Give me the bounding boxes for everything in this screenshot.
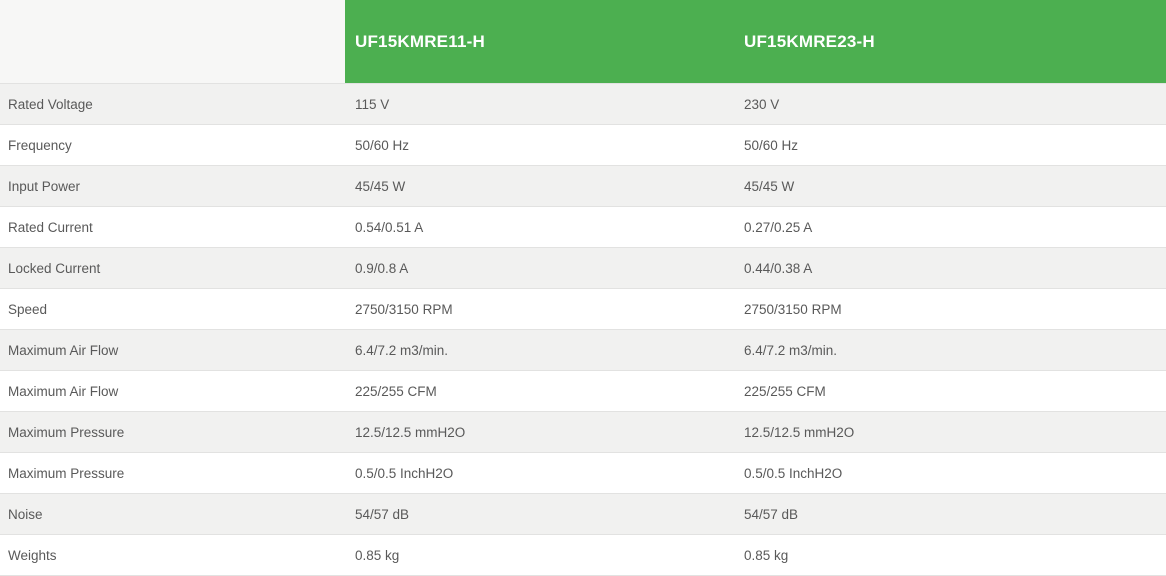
header-corner-cell bbox=[0, 0, 345, 83]
spec-value-model-1: 225/255 CFM bbox=[355, 383, 437, 399]
table-row: Locked Current 0.9/0.8 A 0.44/0.38 A bbox=[0, 247, 1166, 288]
spec-label: Maximum Pressure bbox=[8, 424, 125, 440]
spec-value-model-1: 54/57 dB bbox=[355, 506, 410, 522]
spec-label: Input Power bbox=[8, 178, 81, 194]
spec-value-model-2: 6.4/7.2 m3/min. bbox=[744, 342, 838, 358]
spec-value-model-1: 50/60 Hz bbox=[355, 137, 410, 153]
spec-value-model-1: 2750/3150 RPM bbox=[355, 301, 453, 317]
spec-value-model-2: 50/60 Hz bbox=[744, 137, 799, 153]
spec-value-model-2: 0.44/0.38 A bbox=[744, 260, 813, 276]
spec-label: Noise bbox=[8, 506, 43, 522]
table-row: Rated Current 0.54/0.51 A 0.27/0.25 A bbox=[0, 206, 1166, 247]
spec-value-model-1: 6.4/7.2 m3/min. bbox=[355, 342, 449, 358]
spec-value-model-2: 0.5/0.5 InchH2O bbox=[744, 465, 843, 481]
spec-value-model-2: 0.85 kg bbox=[744, 547, 789, 563]
spec-value-model-2: 54/57 dB bbox=[744, 506, 799, 522]
spec-label: Maximum Pressure bbox=[8, 465, 125, 481]
spec-value-model-2: 45/45 W bbox=[744, 178, 795, 194]
column-header-model-2: UF15KMRE23-H bbox=[735, 0, 1166, 83]
column-header-model-1: UF15KMRE11-H bbox=[345, 0, 735, 83]
table-row: Input Power 45/45 W 45/45 W bbox=[0, 165, 1166, 206]
table-row: Speed 2750/3150 RPM 2750/3150 RPM bbox=[0, 288, 1166, 329]
table-row: Maximum Pressure 12.5/12.5 mmH2O 12.5/12… bbox=[0, 411, 1166, 452]
table-row: Weights 0.85 kg 0.85 kg bbox=[0, 534, 1166, 575]
spec-value-model-1: 0.9/0.8 A bbox=[355, 260, 409, 276]
table-header-row: UF15KMRE11-H UF15KMRE23-H bbox=[0, 0, 1166, 83]
spec-label: Maximum Air Flow bbox=[8, 383, 119, 399]
spec-value-model-1: 115 V bbox=[355, 96, 390, 112]
spec-value-model-2: 225/255 CFM bbox=[744, 383, 826, 399]
table-row: Maximum Air Flow 225/255 CFM 225/255 CFM bbox=[0, 370, 1166, 411]
table-row: Frequency 50/60 Hz 50/60 Hz bbox=[0, 124, 1166, 165]
spec-value-model-1: 0.54/0.51 A bbox=[355, 219, 424, 235]
spec-label: Frequency bbox=[8, 137, 72, 153]
spec-label: Rated Current bbox=[8, 219, 93, 235]
spec-value-model-1: 0.85 kg bbox=[355, 547, 400, 563]
spec-value-model-1: 12.5/12.5 mmH2O bbox=[355, 424, 466, 440]
spec-value-model-2: 0.27/0.25 A bbox=[744, 219, 813, 235]
spec-value-model-1: 0.5/0.5 InchH2O bbox=[355, 465, 454, 481]
spec-value-model-2: 230 V bbox=[744, 96, 780, 112]
spec-label: Weights bbox=[8, 547, 57, 563]
spec-value-model-2: 12.5/12.5 mmH2O bbox=[744, 424, 855, 440]
spec-label: Rated Voltage bbox=[8, 96, 93, 112]
spec-label: Locked Current bbox=[8, 260, 101, 276]
table-row: Noise 54/57 dB 54/57 dB bbox=[0, 493, 1166, 534]
spec-value-model-1: 45/45 W bbox=[355, 178, 406, 194]
table-row: Rated Voltage 115 V 230 V bbox=[0, 83, 1166, 124]
table-row: Maximum Air Flow 6.4/7.2 m3/min. 6.4/7.2… bbox=[0, 329, 1166, 370]
table-row: Maximum Pressure 0.5/0.5 InchH2O 0.5/0.5… bbox=[0, 452, 1166, 493]
spec-label: Speed bbox=[8, 301, 48, 317]
spec-label: Maximum Air Flow bbox=[8, 342, 119, 358]
spec-value-model-2: 2750/3150 RPM bbox=[744, 301, 842, 317]
